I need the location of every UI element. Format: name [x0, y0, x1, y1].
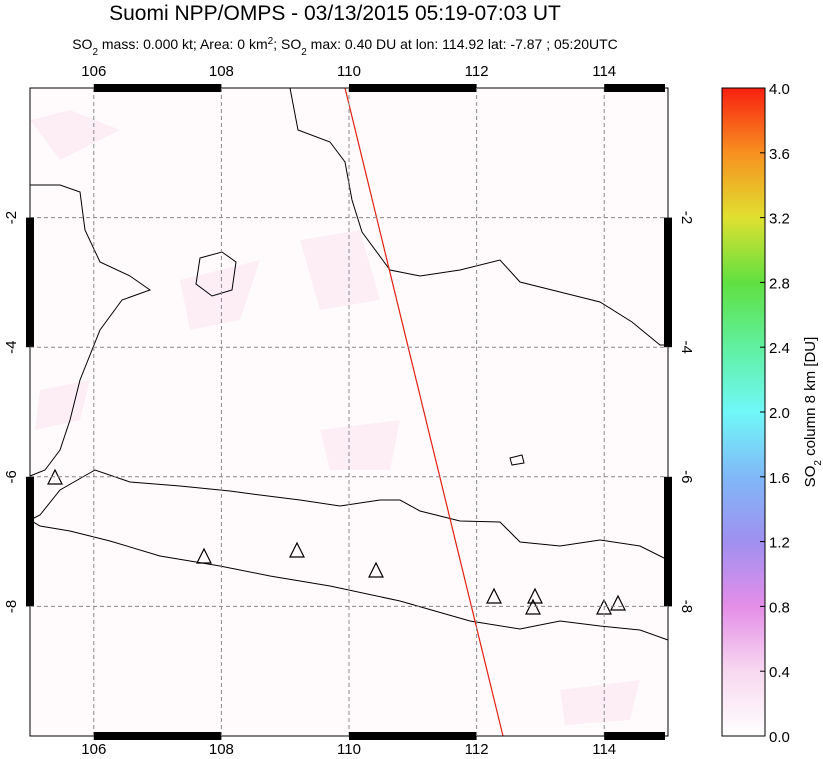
y-tick-label: -6 [3, 470, 20, 483]
x-tick-label: 112 [465, 63, 489, 80]
x-tick-label: 106 [81, 741, 106, 758]
x-tick-label: 110 [337, 63, 361, 80]
tick-bar [93, 84, 222, 92]
colorbar-tick-label: 1.2 [769, 535, 790, 552]
y-tick-label: -2 [3, 211, 20, 224]
colorbar-tick-label: 3.2 [769, 211, 790, 228]
colorbar-tick-label: 1.6 [769, 470, 790, 487]
x-tick-label: 112 [465, 741, 489, 758]
coastline [509, 454, 525, 466]
text-part: mass: 0.000 kt; Area: 0 km [98, 36, 268, 52]
text-part: SO [72, 36, 92, 52]
x-tick-label: 114 [592, 741, 616, 758]
text-part: ; SO [273, 36, 301, 52]
x-tick-label: 110 [337, 741, 361, 758]
colorbar-tick-label: 0.0 [769, 729, 790, 746]
y-tick-label: -8 [3, 600, 20, 613]
y-tick-label: -4 [678, 341, 695, 354]
text-part: column 8 km [DU] [802, 337, 819, 460]
tick-bar [664, 217, 672, 348]
text-part: 2 [92, 47, 98, 58]
x-tick-label: 114 [592, 63, 616, 80]
coastline [195, 251, 237, 297]
x-tick-label: 108 [209, 741, 234, 758]
colorbar-title: SO2 column 8 km [DU] [802, 337, 823, 488]
colorbar-tick-label: 2.8 [769, 275, 790, 292]
tick-bar [349, 84, 477, 92]
x-tick-label: 106 [81, 63, 106, 80]
colorbar-tick-label: 2.0 [769, 405, 790, 422]
text-part: SO [802, 466, 819, 488]
tick-bar [604, 84, 665, 92]
tick-bar [604, 732, 665, 740]
y-tick-label: -4 [3, 341, 20, 354]
tick-bar [26, 217, 34, 348]
y-tick-label: -8 [678, 600, 695, 613]
text-part: 2 [301, 47, 307, 58]
y-tick-label: -6 [678, 470, 695, 483]
tick-bar [349, 732, 477, 740]
text-part: 2 [268, 36, 274, 47]
colorbar-tick-label: 0.8 [769, 599, 790, 616]
coastline [289, 87, 668, 346]
tick-bar [26, 476, 34, 607]
colorbar-tick-label: 2.4 [769, 340, 790, 357]
tick-bar [664, 476, 672, 607]
subtitle: SO2 mass: 0.000 kt; Area: 0 km2; SO2 max… [72, 36, 618, 58]
colorbar-tick-label: 0.4 [769, 664, 790, 681]
colorbar [721, 87, 766, 737]
text-part: 2 [813, 460, 823, 466]
title: Suomi NPP/OMPS - 03/13/2015 05:19-07:03 … [109, 2, 561, 25]
colorbar-tick-label: 4.0 [769, 81, 790, 98]
y-tick-label: -2 [678, 211, 695, 224]
coastline [29, 184, 152, 477]
x-tick-label: 108 [209, 63, 234, 80]
tick-bar [93, 732, 222, 740]
colorbar-tick-label: 3.6 [769, 146, 790, 163]
text-part: max: 0.40 DU at lon: 114.92 lat: -7.87 ;… [307, 36, 618, 52]
